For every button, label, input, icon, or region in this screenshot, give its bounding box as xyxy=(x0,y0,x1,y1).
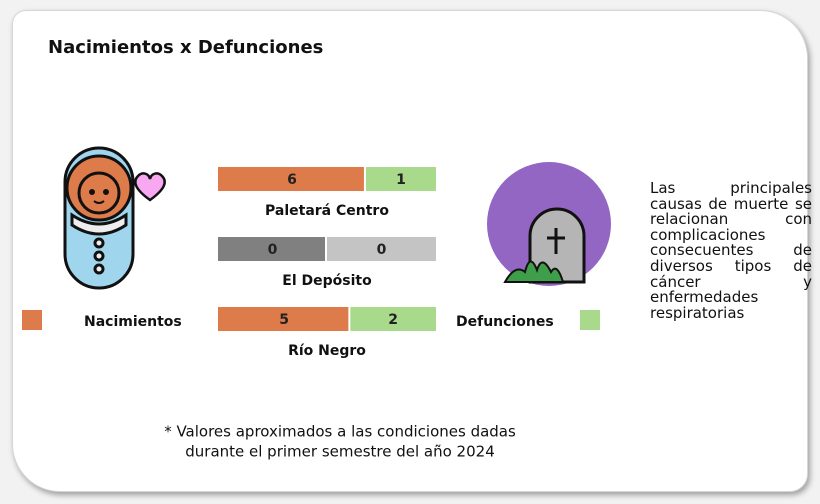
footnote: * Valores aproximados a las condiciones … xyxy=(164,423,516,441)
bar-segment xyxy=(350,307,436,331)
tomb-icon xyxy=(487,162,611,286)
bar-segment xyxy=(327,237,436,261)
category-label: Río Negro xyxy=(288,343,366,359)
value-label: 2 xyxy=(388,312,398,328)
bar-segment xyxy=(365,167,436,191)
value-label: 0 xyxy=(268,242,278,258)
bar-segment xyxy=(218,307,349,331)
note: Las principales causas de muerte se rela… xyxy=(650,179,812,322)
value-label: 6 xyxy=(287,172,297,188)
chart-title: Nacimientos x Defunciones xyxy=(48,37,323,58)
bar-segment xyxy=(218,237,325,261)
legend-label: Defunciones xyxy=(456,314,554,330)
legend-swatch xyxy=(580,310,600,330)
baby-icon xyxy=(63,146,166,290)
value-label: 5 xyxy=(279,312,289,328)
category-label: El Depósito xyxy=(282,273,372,289)
bar-segment xyxy=(218,167,364,191)
value-label: 1 xyxy=(396,172,406,188)
value-label: 0 xyxy=(377,242,387,258)
legend-swatch xyxy=(22,310,42,330)
footnote: durante el primer semestre del año 2024 xyxy=(185,443,495,461)
legend-label: Nacimientos xyxy=(84,314,182,330)
category-label: Paletará Centro xyxy=(265,203,389,219)
